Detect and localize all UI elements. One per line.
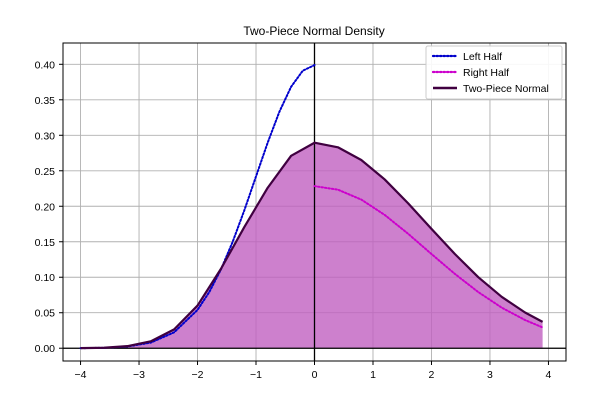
x-tick-label-3: −1 xyxy=(250,369,262,381)
series-line-two-piece-normal xyxy=(80,141,544,350)
plot-area: −4 −3 −2 −1 0 1 2 3 4 0.00 0.05 0.10 0.15 0.20 0.25 0.3… xyxy=(35,42,567,381)
area-fill-two-piece-normal xyxy=(80,142,543,349)
legend: Left Half Right Half Two-Piece Normal xyxy=(425,45,563,100)
y-tick-label-0: 0.00 xyxy=(35,343,56,355)
x-tick-label-4: 0 xyxy=(312,369,318,381)
x-tick-label-7: 3 xyxy=(487,369,493,381)
y-tick-label-5: 0.25 xyxy=(35,166,56,178)
legend-label-2: Two-Piece Normal xyxy=(463,83,549,95)
x-tick-label-1: −3 xyxy=(133,369,145,381)
x-tick-label-8: 4 xyxy=(546,369,552,381)
x-tick-label-2: −2 xyxy=(192,369,204,381)
y-tick-label-1: 0.05 xyxy=(35,308,56,320)
x-tick-label-6: 2 xyxy=(429,369,435,381)
y-tick-label-6: 0.30 xyxy=(35,130,56,142)
y-tick-label-7: 0.35 xyxy=(35,95,56,107)
series-line-right-half xyxy=(313,185,544,329)
y-tick-label-2: 0.10 xyxy=(35,272,56,284)
x-tick-label-0: −4 xyxy=(75,369,87,381)
legend-label-0: Left Half xyxy=(463,51,502,63)
x-tick-label-5: 1 xyxy=(370,369,376,381)
legend-box xyxy=(425,45,563,100)
y-tick-label-3: 0.15 xyxy=(35,237,56,249)
chart-title: Two-Piece Normal Density xyxy=(243,24,384,38)
y-tick-label-4: 0.20 xyxy=(35,201,56,213)
legend-label-1: Right Half xyxy=(463,67,509,79)
y-tick-label-8: 0.40 xyxy=(35,59,56,71)
